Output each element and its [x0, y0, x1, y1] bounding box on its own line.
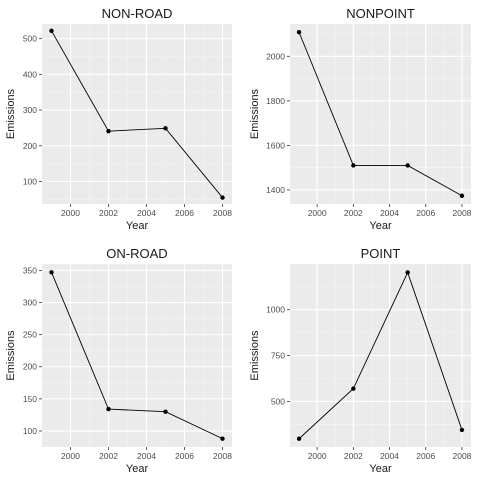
data-point [49, 28, 54, 33]
data-point [163, 409, 168, 414]
y-tick-label: 1600 [266, 140, 285, 150]
x-tick-label: 2004 [380, 451, 399, 461]
x-tick-label: 2002 [344, 451, 363, 461]
x-tick-label: 2000 [61, 208, 80, 218]
x-tick-label: 2000 [308, 451, 327, 461]
y-tick-label: 1000 [266, 305, 285, 315]
x-tick-label: 2006 [416, 451, 435, 461]
series-line [51, 30, 223, 198]
panel-non-road: 2000 2002 2004 2006 2008 100 200 300 400 500 NON-R… [5, 6, 232, 232]
x-tick-label: 2008 [213, 451, 232, 461]
x-tick-label: 2004 [137, 208, 156, 218]
x-tick-label: 2006 [175, 208, 194, 218]
y-tick-label: 150 [23, 394, 37, 404]
y-tick-label: 350 [23, 265, 37, 275]
data-point [49, 270, 54, 275]
x-axis-title: Year [126, 220, 149, 232]
y-tick-label: 200 [23, 141, 37, 151]
data-point [351, 386, 356, 391]
y-axis-title: Emissions [249, 88, 261, 139]
data-point [296, 436, 302, 441]
y-axis-title: Emissions [5, 330, 17, 381]
x-tick-label: 2000 [61, 451, 80, 461]
y-axis-title: Emissions [5, 88, 17, 139]
y-axis-title: Emissions [249, 330, 261, 381]
y-tick-label: 100 [23, 177, 37, 187]
chart-title: NONPOINT [346, 6, 415, 21]
y-tick-label: 100 [23, 426, 37, 436]
x-tick-label: 2008 [213, 208, 232, 218]
data-point [106, 406, 111, 412]
x-tick-label: 2002 [99, 451, 118, 461]
y-tick-label: 250 [23, 330, 37, 340]
x-axis-title: Year [126, 463, 149, 475]
x-tick-label: 2002 [344, 208, 363, 218]
x-tick-label: 2006 [416, 208, 435, 218]
data-point [405, 270, 410, 275]
x-tick-label: 2008 [452, 451, 471, 461]
x-tick-label: 2004 [137, 451, 156, 461]
x-axis-title: Year [369, 220, 392, 232]
data-point [405, 163, 410, 168]
plot-background [42, 24, 232, 204]
x-axis-title: Year [369, 463, 392, 475]
chart-title: ON-ROAD [106, 246, 167, 261]
y-tick-label: 200 [23, 362, 37, 372]
y-tick-label: 1800 [266, 96, 285, 106]
data-point [296, 30, 302, 35]
y-tick-label: 500 [271, 396, 285, 406]
x-tick-label: 2008 [452, 208, 471, 218]
chart-title: POINT [361, 246, 401, 261]
x-tick-label: 2000 [308, 208, 327, 218]
plot-background [290, 24, 471, 204]
series-line [298, 271, 463, 440]
panel-nonpoint: 2000 2002 2004 2006 2008 1400 1600 1800 2000 NONP… [249, 6, 472, 232]
y-tick-label: 300 [23, 105, 37, 115]
y-tick-label: 2000 [266, 51, 285, 61]
panel-point: 2000 2002 2004 2006 2008 500 750 1000 POINT Year E… [249, 246, 472, 475]
y-tick-label: 1400 [266, 185, 285, 195]
panel-on-road: 2000 2002 2004 2006 2008 100 150 200 250 300 350 ON… [5, 246, 232, 475]
y-tick-label: 300 [23, 298, 37, 308]
x-tick-label: 2002 [99, 208, 118, 218]
data-point [459, 193, 465, 198]
data-point [351, 163, 356, 168]
data-point [220, 436, 225, 441]
data-point [459, 427, 465, 433]
x-tick-label: 2006 [175, 451, 194, 461]
series-line [51, 272, 223, 440]
y-tick-label: 400 [23, 69, 37, 79]
chart-title: NON-ROAD [102, 6, 173, 21]
y-tick-label: 750 [271, 351, 285, 361]
plot-background [42, 264, 232, 447]
data-point [220, 195, 225, 200]
data-point [163, 126, 168, 131]
y-tick-label: 500 [23, 34, 37, 44]
data-point [106, 128, 111, 134]
series-line [298, 32, 463, 197]
x-tick-label: 2004 [380, 208, 399, 218]
